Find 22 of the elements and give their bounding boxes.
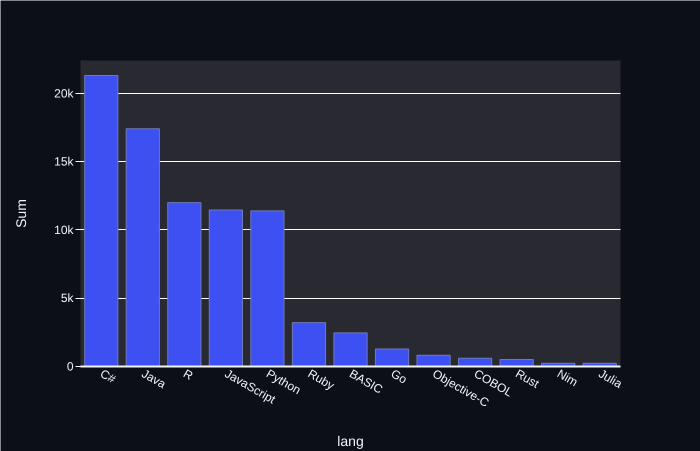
bar (250, 210, 285, 366)
bar (292, 322, 326, 366)
bar (208, 209, 243, 366)
x-tick-label: Nim (554, 366, 580, 390)
y-tick-label: 15k (54, 154, 74, 169)
bar (374, 348, 410, 366)
x-tick-label: Julia (596, 366, 625, 392)
x-tick-label: Java (139, 366, 169, 392)
y-tick-label: 20k (54, 86, 74, 100)
y-axis-title: Sum (13, 199, 30, 228)
y-tick-label: 10k (54, 222, 74, 237)
x-tick-label: R (180, 366, 196, 384)
y-tick-label: 0 (66, 360, 74, 374)
bar (167, 202, 202, 366)
x-tick-label: C# (98, 366, 118, 386)
y-tick-label: 5k (60, 291, 74, 306)
x-tick-label: Go (388, 366, 410, 387)
x-axis-title: lang (337, 432, 364, 449)
bar (126, 128, 160, 366)
bar (333, 332, 368, 366)
x-tick-label: Rust (513, 366, 542, 392)
bar (84, 75, 118, 366)
